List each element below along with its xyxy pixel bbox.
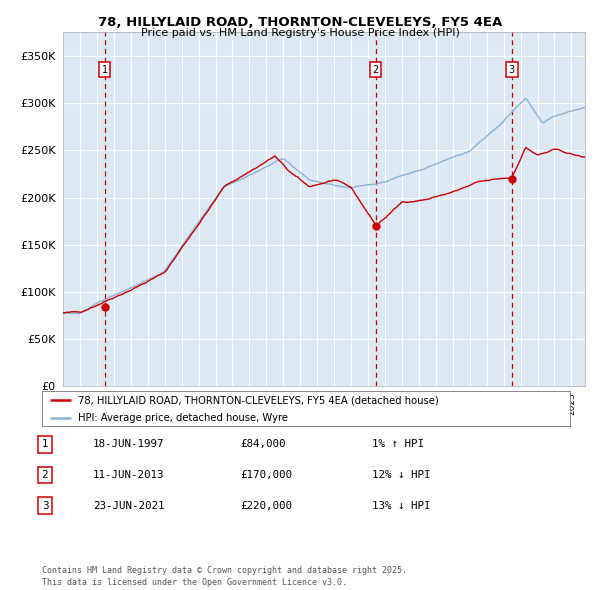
Text: 1: 1 — [41, 440, 49, 449]
Text: Contains HM Land Registry data © Crown copyright and database right 2025.
This d: Contains HM Land Registry data © Crown c… — [42, 566, 407, 587]
Text: 3: 3 — [509, 65, 515, 74]
Text: £170,000: £170,000 — [240, 470, 292, 480]
Text: 2: 2 — [373, 65, 379, 74]
Text: 2: 2 — [41, 470, 49, 480]
Text: 78, HILLYLAID ROAD, THORNTON-CLEVELEYS, FY5 4EA (detached house): 78, HILLYLAID ROAD, THORNTON-CLEVELEYS, … — [78, 395, 439, 405]
Text: 1% ↑ HPI: 1% ↑ HPI — [372, 440, 424, 449]
Text: 78, HILLYLAID ROAD, THORNTON-CLEVELEYS, FY5 4EA: 78, HILLYLAID ROAD, THORNTON-CLEVELEYS, … — [98, 16, 502, 29]
Text: 18-JUN-1997: 18-JUN-1997 — [93, 440, 164, 449]
Text: 23-JUN-2021: 23-JUN-2021 — [93, 501, 164, 510]
Text: 1: 1 — [101, 65, 108, 74]
Text: HPI: Average price, detached house, Wyre: HPI: Average price, detached house, Wyre — [78, 413, 288, 423]
Text: 12% ↓ HPI: 12% ↓ HPI — [372, 470, 431, 480]
Text: £220,000: £220,000 — [240, 501, 292, 510]
Text: Price paid vs. HM Land Registry's House Price Index (HPI): Price paid vs. HM Land Registry's House … — [140, 28, 460, 38]
Text: 11-JUN-2013: 11-JUN-2013 — [93, 470, 164, 480]
Text: 13% ↓ HPI: 13% ↓ HPI — [372, 501, 431, 510]
Text: 3: 3 — [41, 501, 49, 510]
Text: £84,000: £84,000 — [240, 440, 286, 449]
